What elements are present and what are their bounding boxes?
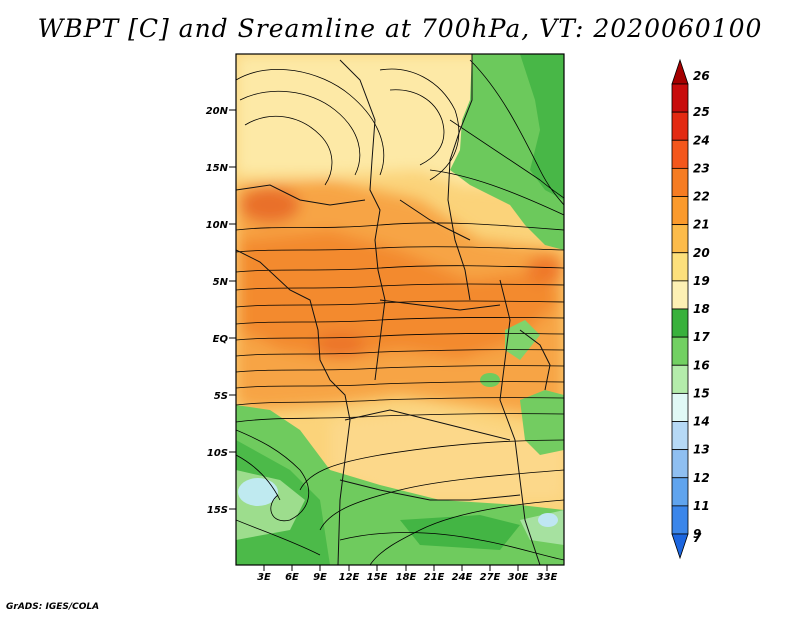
colorbar-swatch xyxy=(671,336,689,366)
colorbar-label: 24 xyxy=(693,133,710,147)
colorbar-label: 17 xyxy=(693,330,710,344)
wbpt-field xyxy=(236,54,564,565)
colorbar-swatch xyxy=(671,280,689,310)
colorbar-swatch xyxy=(671,196,689,226)
lon-label: 9E xyxy=(313,572,327,583)
colorbar-swatch xyxy=(671,224,689,254)
lon-label: 21E xyxy=(424,572,445,583)
colorbar-label: 14 xyxy=(693,415,710,429)
chart-title: WBPT [C] and Sreamline at 700hPa, VT: 20… xyxy=(37,14,763,43)
colorbar-label: 19 xyxy=(693,274,710,288)
lon-label: 27E xyxy=(480,572,501,583)
colorbar-label: 11 xyxy=(693,499,710,513)
colorbar-swatch xyxy=(671,83,689,113)
colorbar-swatch xyxy=(671,505,689,535)
colorbar-swatch xyxy=(671,58,689,85)
colorbar-label: 13 xyxy=(693,443,710,457)
colorbar-label: 26 xyxy=(693,69,710,83)
lon-label: 24E xyxy=(452,572,473,583)
colorbar-swatch xyxy=(671,449,689,479)
lat-label: 20N xyxy=(206,106,229,117)
lon-label: 18E xyxy=(396,572,417,583)
colorbar-label: 22 xyxy=(693,190,710,204)
lat-label: 5N xyxy=(213,277,229,288)
colorbar-swatch xyxy=(671,364,689,394)
colorbar-swatch xyxy=(671,139,689,169)
lon-label: 6E xyxy=(285,572,299,583)
colorbar: 26 25 24 23 22 21 20 19 18 17 16 15 14 13 12 11 97 xyxy=(671,58,710,560)
lat-label: 10N xyxy=(206,220,229,231)
colorbar-label: 20 xyxy=(693,246,710,260)
lon-label: 12E xyxy=(339,572,360,583)
colorbar-label: 21 xyxy=(693,218,710,232)
lon-label: 15E xyxy=(367,572,388,583)
colorbar-swatch xyxy=(671,533,689,560)
lon-label: 3E xyxy=(257,572,271,583)
colorbar-swatch xyxy=(671,477,689,507)
map-frame xyxy=(235,53,565,566)
colorbar-swatch xyxy=(671,252,689,282)
colorbar-swatch xyxy=(671,421,689,451)
colorbar-label: 7 xyxy=(693,531,702,545)
colorbar-swatch xyxy=(671,167,689,197)
lon-label: 30E xyxy=(508,572,529,583)
colorbar-label: 15 xyxy=(693,386,710,400)
colorbar-swatch xyxy=(671,392,689,422)
country-borders xyxy=(236,54,551,565)
lat-label: 10S xyxy=(207,448,228,459)
colorbar-swatch xyxy=(671,111,689,141)
streamlines xyxy=(236,59,564,565)
colorbar-label: 23 xyxy=(693,161,710,175)
footer-credit: GrADS: IGES/COLA xyxy=(6,602,100,612)
lat-label: EQ xyxy=(213,334,229,345)
colorbar-label: 25 xyxy=(693,105,710,119)
lat-label: 15N xyxy=(206,163,229,174)
colorbar-label: 9 xyxy=(693,527,701,541)
colorbar-swatch xyxy=(671,308,689,338)
colorbar-label: 16 xyxy=(693,358,710,372)
latitude-axis: 20N 15N 10N 5N EQ 5S 10S 15S xyxy=(206,106,236,516)
lon-label: 33E xyxy=(537,572,558,583)
colorbar-label: 18 xyxy=(693,302,710,316)
colorbar-label: 12 xyxy=(693,471,710,485)
lat-label: 5S xyxy=(214,391,228,402)
longitude-axis: 3E 6E 9E 12E 15E 18E 21E 24E 27E 30E 33E xyxy=(257,565,558,583)
lat-label: 15S xyxy=(207,505,228,516)
